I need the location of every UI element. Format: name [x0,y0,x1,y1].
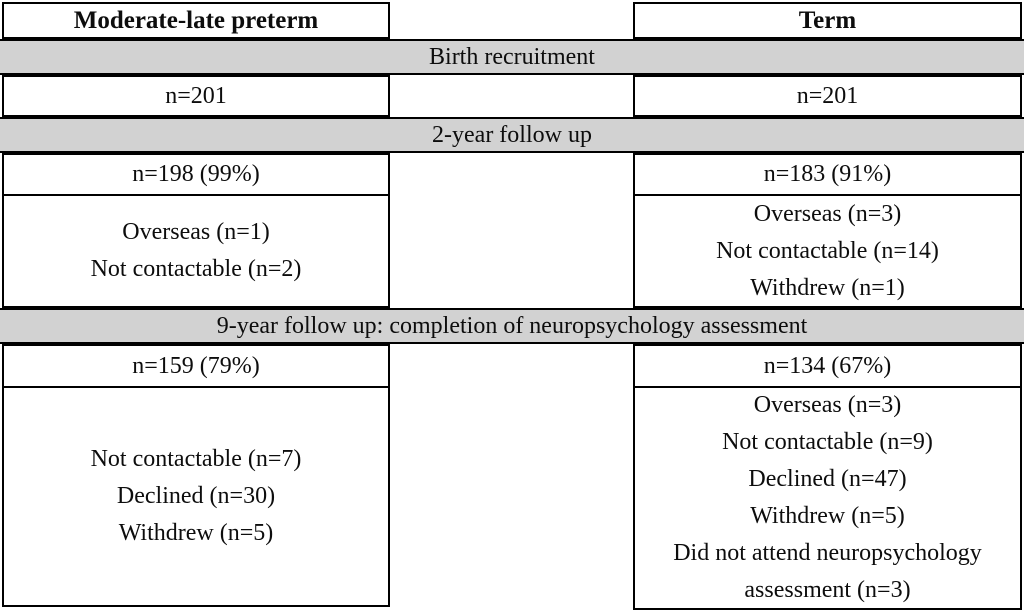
term-birth-n: n=201 [796,82,859,109]
attrition-reason: Withdrew (n=5) [118,520,274,546]
stage-band-birth-recruitment: Birth recruitment [0,39,1024,75]
attrition-reason: Overseas (n=1) [122,219,270,245]
stage-band-2-year-follow-up: 2-year follow up [0,117,1024,153]
stage-band-9-year-follow-up: 9-year follow up: completion of neuropsy… [0,308,1024,344]
term-9yr-n-box: n=134 (67%) [633,344,1022,388]
term-2yr-attrition-box: Overseas (n=3) Not contactable (n=14) Wi… [633,194,1022,308]
column-header-preterm-label: Moderate-late preterm [73,7,319,34]
preterm-9yr-n: n=159 (79%) [132,352,260,379]
column-header-term-label: Term [798,7,857,34]
preterm-2yr-n-box: n=198 (99%) [2,153,390,196]
term-2yr-n: n=183 (91%) [763,161,892,187]
attrition-reason: Declined (n=30) [116,483,276,509]
preterm-9yr-attrition-box: Not contactable (n=7) Declined (n=30) Wi… [2,386,390,607]
stage-band-birth-label: Birth recruitment [429,43,595,70]
column-header-term: Term [633,2,1022,39]
preterm-birth-n-box: n=201 [2,75,390,117]
attrition-reason: Declined (n=47) [748,466,907,492]
term-2yr-n-box: n=183 (91%) [633,153,1022,196]
attrition-reason: Overseas (n=3) [753,392,902,418]
preterm-2yr-attrition-box: Overseas (n=1) Not contactable (n=2) [2,194,390,308]
attrition-reason: Not contactable (n=9) [722,429,933,455]
preterm-2yr-n: n=198 (99%) [132,161,260,187]
column-header-preterm: Moderate-late preterm [2,2,390,39]
attrition-reason: Withdrew (n=5) [750,503,905,529]
attrition-reason: Did not attend neuropsychology assessmen… [673,540,982,603]
attrition-reason: Not contactable (n=14) [716,237,939,264]
term-birth-n-box: n=201 [633,75,1022,117]
stage-band-9yr-label: 9-year follow up: completion of neuropsy… [216,312,808,339]
preterm-9yr-n-box: n=159 (79%) [2,344,390,388]
stage-band-2yr-label: 2-year follow up [432,121,592,148]
attrition-reason: Withdrew (n=1) [750,274,905,301]
term-9yr-attrition-box: Overseas (n=3) Not contactable (n=9) Dec… [633,386,1022,610]
attrition-reason: Not contactable (n=2) [90,256,302,282]
term-9yr-n: n=134 (67%) [763,352,892,379]
attrition-reason: Overseas (n=3) [753,200,902,227]
attrition-reason: Not contactable (n=7) [90,446,302,472]
preterm-birth-n: n=201 [165,82,227,109]
